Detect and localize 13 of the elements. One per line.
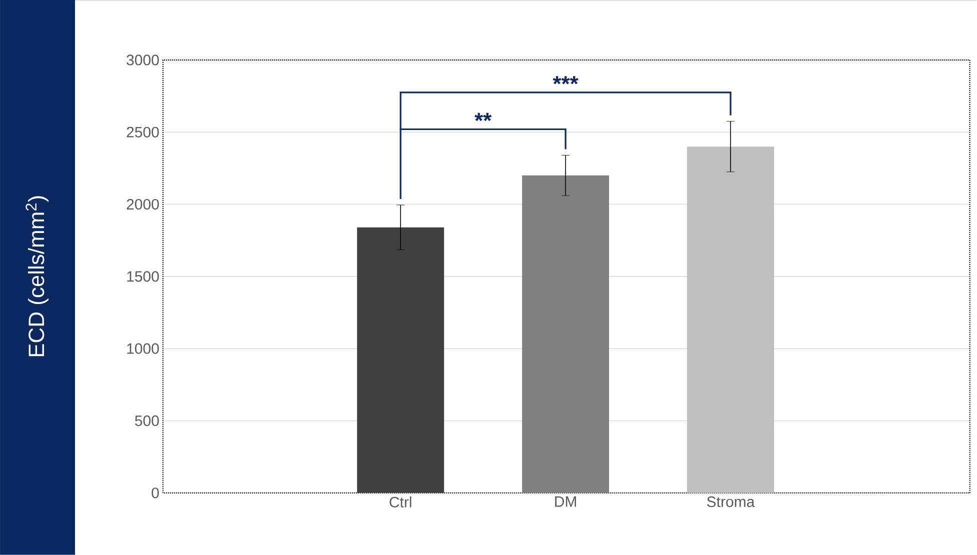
y-tick-label: 1000 bbox=[127, 343, 159, 354]
y-tick-label: 0 bbox=[152, 488, 159, 498]
y-tick-label: 500 bbox=[135, 415, 159, 426]
annotation: *** bbox=[552, 76, 578, 84]
x-tick-label: Ctrl bbox=[390, 496, 412, 508]
x-tick-label: Stroma bbox=[707, 496, 755, 508]
y-tick-label: 2500 bbox=[126, 126, 159, 138]
y-tick-label: 3000 bbox=[126, 54, 159, 66]
y-tick-label: 1500 bbox=[127, 271, 159, 282]
x-tick-label: DM bbox=[555, 496, 576, 507]
y-tick-label: 2000 bbox=[126, 199, 159, 210]
y-axis-title: ECD (cells/mm$^{2}$) bbox=[26, 196, 49, 356]
annotation: ** bbox=[474, 112, 492, 122]
